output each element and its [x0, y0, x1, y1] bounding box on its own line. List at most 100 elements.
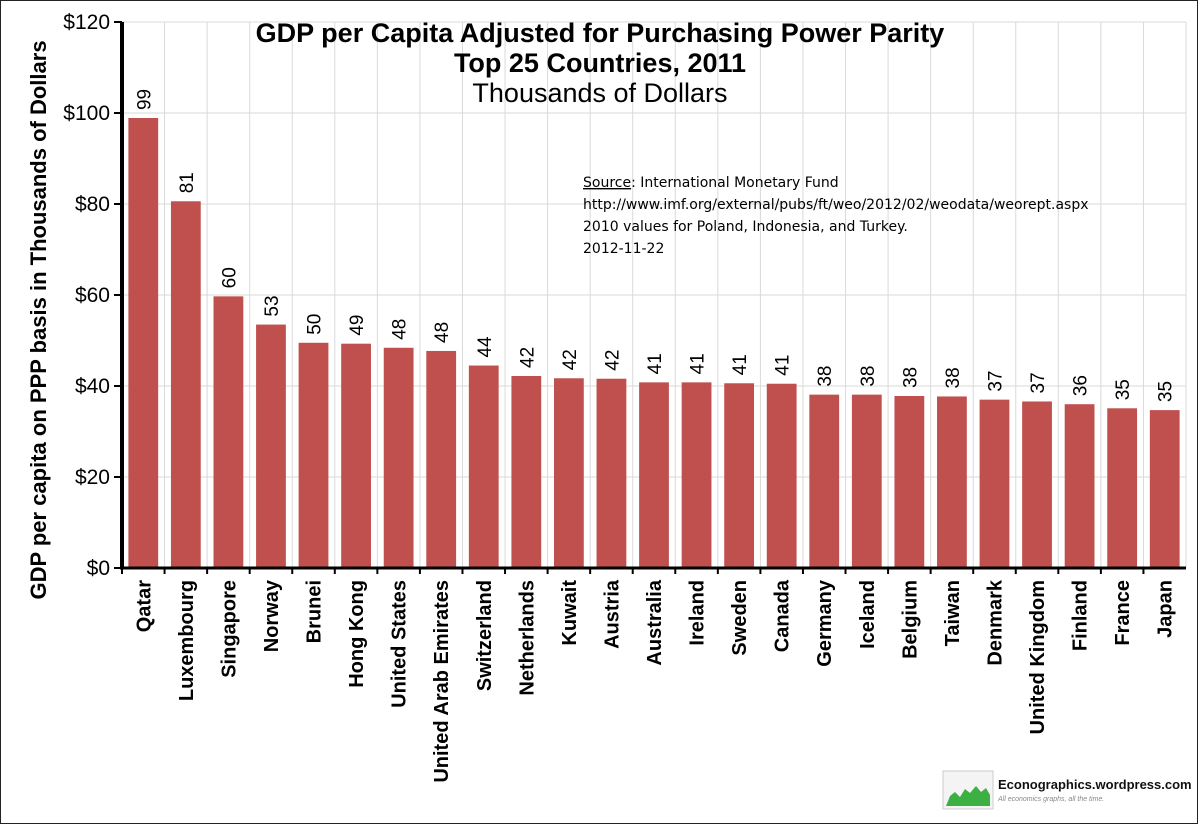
watermark-tagline: All economics graphs, all the time.	[997, 796, 1104, 803]
category-label: Finland	[1070, 580, 1092, 651]
data-label: 38	[900, 367, 921, 388]
category-label: France	[1112, 580, 1134, 646]
category-label: United States	[389, 580, 411, 708]
bar	[724, 383, 755, 568]
y-axis-label: GDP per capita on PPP basis in Thousands…	[26, 40, 51, 599]
data-label: 42	[517, 347, 538, 368]
data-label: 41	[688, 353, 709, 374]
bar	[553, 378, 584, 568]
bar	[766, 383, 797, 568]
source-date: 2012-11-22	[583, 241, 664, 257]
bar	[468, 365, 499, 568]
data-label: 41	[645, 353, 666, 374]
data-label: 36	[1071, 375, 1092, 396]
y-tick-label: $120	[63, 11, 110, 34]
category-label: Taiwan	[942, 580, 964, 646]
bar	[596, 378, 627, 568]
category-label: Belgium	[899, 580, 921, 659]
bar	[681, 382, 712, 568]
bar	[341, 343, 371, 568]
data-label: 41	[773, 355, 794, 376]
bar	[256, 324, 286, 568]
bar	[937, 396, 967, 568]
bar	[1107, 408, 1138, 568]
data-label: 48	[390, 319, 411, 340]
category-label: Kuwait	[559, 580, 581, 646]
data-label: 81	[177, 172, 198, 193]
bar	[511, 375, 542, 568]
y-tick-label: $100	[63, 102, 110, 125]
bar	[128, 118, 159, 568]
category-labels: Qatar Luxembourg Singapore Norway Brunei Hong…	[133, 579, 1176, 783]
bar	[426, 350, 457, 568]
bar	[1064, 404, 1095, 568]
bar	[1149, 410, 1180, 568]
bar	[383, 347, 414, 568]
category-label: Denmark	[984, 579, 1006, 665]
data-label: 35	[1113, 379, 1134, 400]
svg-text:Source: International Monetary: Source: International Monetary Fund	[583, 175, 839, 191]
watermark-thumbnail-graph	[946, 786, 990, 806]
category-label: Brunei	[304, 580, 326, 643]
data-label: 41	[730, 354, 751, 375]
data-label: 38	[858, 366, 879, 387]
data-label: 50	[305, 314, 326, 335]
category-label: Netherlands	[516, 580, 538, 696]
category-label: Singapore	[218, 580, 240, 678]
y-tick-label: $0	[87, 557, 110, 580]
bar	[851, 394, 882, 568]
data-labels: 99 81 60 53 50 49 48 48 44 42 42 42 41 41 41 41 38 38 38 38…	[134, 89, 1176, 402]
bar	[1022, 401, 1052, 568]
bar	[639, 382, 669, 568]
source-text: : International Monetary Fund	[631, 175, 839, 191]
watermark: Econographics.wordpress.com All economic…	[942, 770, 1192, 810]
bar	[213, 296, 244, 568]
category-label: Germany	[814, 579, 836, 667]
data-label: 42	[560, 349, 581, 370]
source-label: Source	[583, 175, 631, 191]
data-label: 38	[943, 367, 964, 388]
category-label: Qatar	[133, 580, 155, 632]
y-tick-label: $20	[75, 466, 110, 489]
category-label: Austria	[601, 579, 623, 649]
category-label: Australia	[644, 579, 666, 665]
data-label: 53	[262, 295, 283, 316]
y-tick-label: $60	[75, 284, 110, 307]
category-label: Hong Kong	[346, 580, 368, 688]
data-label: 60	[219, 267, 240, 288]
grid-layer	[122, 21, 1187, 568]
chart-subtitle: Top 25 Countries, 2011	[454, 48, 746, 78]
bar	[979, 399, 1010, 568]
data-label: 42	[602, 350, 623, 371]
data-label: 37	[985, 371, 1006, 392]
category-label: Norway	[261, 579, 283, 652]
category-label: United Kingdom	[1027, 580, 1049, 734]
y-tick-label: $40	[75, 375, 110, 398]
category-label: United Arab Emirates	[431, 580, 453, 783]
data-label: 48	[432, 322, 453, 343]
category-label: Sweden	[729, 580, 751, 656]
bar	[298, 342, 329, 568]
data-label: 49	[347, 315, 368, 336]
source-url: http://www.imf.org/external/pubs/ft/weo/…	[583, 197, 1089, 213]
category-label: Iceland	[857, 580, 879, 649]
category-label: Switzerland	[474, 580, 496, 691]
data-label: 35	[1156, 381, 1177, 402]
source-note: 2010 values for Poland, Indonesia, and T…	[583, 219, 908, 235]
category-label: Luxembourg	[176, 580, 198, 701]
category-label: Japan	[1155, 580, 1177, 638]
category-label: Ireland	[687, 580, 709, 646]
category-label: Canada	[772, 579, 794, 652]
ticks-layer: $0 $20 $40 $60 $80 $100 $120	[63, 11, 1145, 580]
bar	[170, 201, 201, 568]
y-tick-label: $80	[75, 193, 110, 216]
chart-units: Thousands of Dollars	[472, 78, 727, 108]
data-label: 38	[815, 366, 836, 387]
bars-layer	[128, 118, 1180, 568]
bar	[809, 394, 840, 568]
source-annotation: Source: International Monetary Fund http…	[583, 175, 1089, 257]
data-label: 99	[134, 89, 155, 110]
data-label: 37	[1028, 372, 1049, 393]
